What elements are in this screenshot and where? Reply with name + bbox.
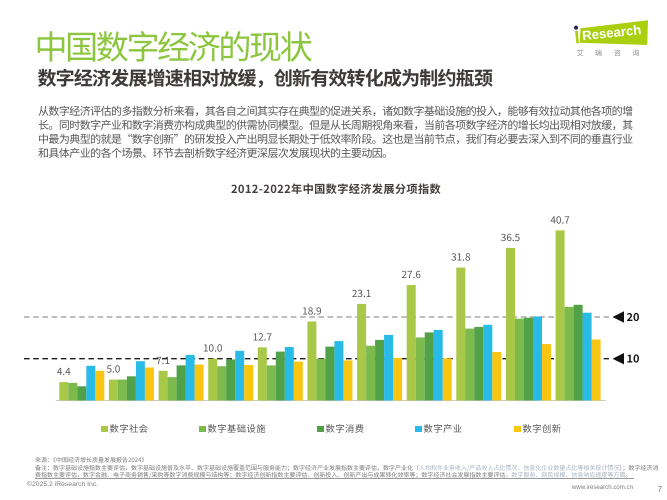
svg-text:27.6: 27.6 — [401, 266, 421, 281]
svg-text:4.4: 4.4 — [57, 363, 71, 378]
svg-text:10: 10 — [627, 351, 640, 367]
svg-text:5.0: 5.0 — [106, 361, 120, 376]
svg-text:询: 询 — [632, 48, 639, 58]
svg-text:36.5: 36.5 — [501, 229, 521, 244]
svg-text:Research: Research — [581, 22, 642, 43]
svg-text:31.8: 31.8 — [451, 249, 471, 264]
svg-text:瑞: 瑞 — [595, 48, 602, 58]
svg-text:咨: 咨 — [614, 48, 621, 58]
svg-text:艾: 艾 — [577, 48, 584, 58]
svg-text:40.7: 40.7 — [550, 211, 570, 226]
svg-text:7.1: 7.1 — [156, 352, 170, 367]
svg-text:10.0: 10.0 — [203, 340, 223, 355]
svg-text:23.1: 23.1 — [352, 285, 371, 300]
svg-text:12.7: 12.7 — [253, 328, 273, 343]
svg-text:20: 20 — [627, 309, 640, 325]
svg-text:18.9: 18.9 — [302, 303, 322, 318]
